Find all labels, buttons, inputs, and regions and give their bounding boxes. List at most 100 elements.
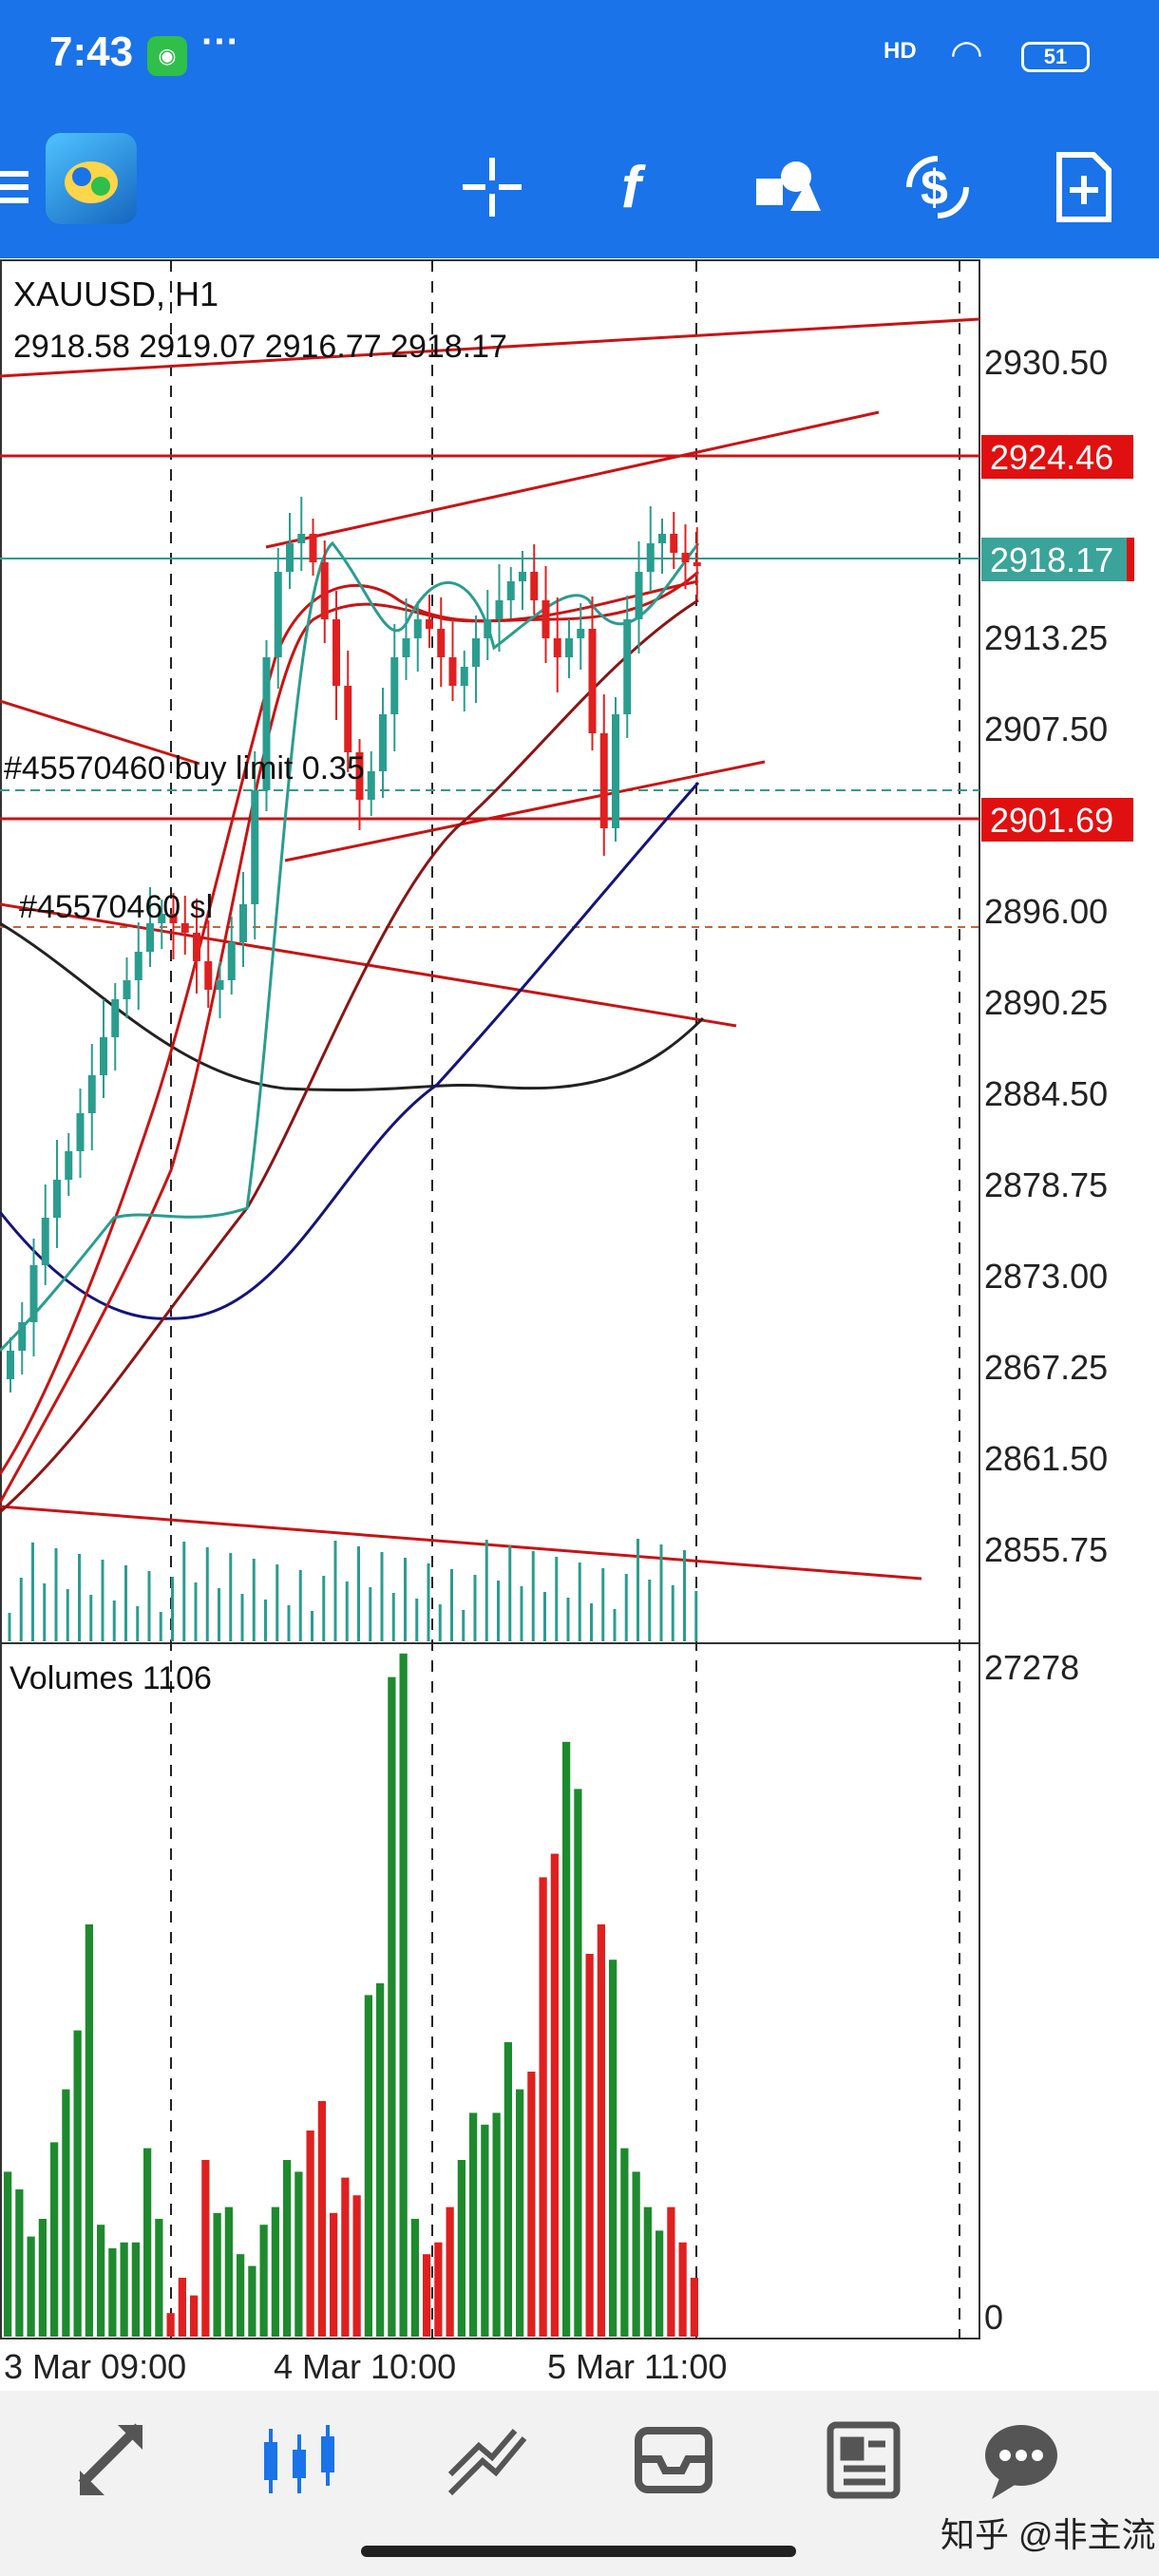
candle-body[interactable] — [204, 961, 213, 990]
candle-body[interactable] — [41, 1218, 49, 1265]
candle-body[interactable] — [635, 572, 643, 619]
candle-body[interactable] — [87, 1075, 96, 1113]
volume-bar[interactable] — [388, 1676, 396, 2337]
candle-body[interactable] — [426, 619, 433, 629]
candle-body[interactable] — [519, 572, 526, 581]
price-chart[interactable]: XAUUSD, H1 2918.58 2919.07 2916.77 2918.… — [0, 258, 1159, 2391]
volume-bar[interactable] — [50, 2142, 59, 2337]
volume-bar[interactable] — [38, 2219, 47, 2337]
volume-bar[interactable] — [585, 1954, 594, 2337]
new-order-icon[interactable] — [1041, 144, 1127, 230]
candle-body[interactable] — [553, 638, 561, 657]
volume-bar[interactable] — [504, 2042, 512, 2337]
candle-body[interactable] — [158, 914, 166, 923]
candle-body[interactable] — [681, 553, 690, 562]
app-logo-icon[interactable] — [46, 133, 137, 224]
volume-bar[interactable] — [516, 2089, 524, 2337]
candle-body[interactable] — [18, 1322, 27, 1351]
volume-bar[interactable] — [306, 2131, 314, 2337]
volume-bar[interactable] — [399, 1653, 408, 2337]
candle-body[interactable] — [216, 980, 224, 990]
volume-bar[interactable] — [259, 2225, 268, 2337]
volume-bar[interactable] — [656, 2230, 664, 2337]
volume-bar[interactable] — [143, 2148, 152, 2337]
news-icon[interactable] — [819, 2417, 904, 2503]
chart-area[interactable]: XAUUSD, H1 2918.58 2919.07 2916.77 2918.… — [0, 258, 1159, 2391]
home-indicator[interactable] — [361, 2546, 796, 2557]
volume-bar[interactable] — [155, 2219, 163, 2337]
candle-body[interactable] — [297, 534, 306, 543]
volume-bar[interactable] — [248, 2265, 256, 2337]
volume-bar[interactable] — [341, 2177, 350, 2337]
volume-bar[interactable] — [550, 1853, 559, 2337]
candle-body[interactable] — [53, 1180, 61, 1218]
candle-body[interactable] — [146, 923, 154, 952]
volume-bar[interactable] — [120, 2242, 128, 2337]
volume-bar[interactable] — [352, 2195, 361, 2337]
candle-body[interactable] — [251, 790, 259, 904]
volume-bar[interactable] — [73, 2030, 82, 2337]
messages-icon[interactable] — [978, 2417, 1064, 2503]
candle-body[interactable] — [286, 543, 294, 572]
candle-body[interactable] — [542, 600, 550, 638]
volume-bar[interactable] — [597, 1924, 605, 2337]
volume-bar[interactable] — [609, 1960, 618, 2337]
volume-bar[interactable] — [562, 1741, 571, 2337]
volume-bar[interactable] — [271, 2207, 279, 2337]
candle-body[interactable] — [379, 714, 387, 771]
volume-bar[interactable] — [283, 2160, 292, 2337]
volume-bar[interactable] — [131, 2242, 140, 2337]
history-icon[interactable] — [631, 2417, 716, 2503]
candle-body[interactable] — [7, 1351, 14, 1379]
volume-bar[interactable] — [27, 2236, 35, 2337]
volume-bar[interactable] — [97, 2225, 105, 2337]
candle-body[interactable] — [472, 638, 480, 667]
candle-body[interactable] — [344, 686, 352, 752]
volume-bar[interactable] — [213, 2212, 221, 2337]
candle-body[interactable] — [367, 771, 375, 800]
candle-body[interactable] — [123, 980, 131, 999]
candle-body[interactable] — [169, 914, 178, 923]
candle-body[interactable] — [332, 619, 340, 686]
quotes-icon[interactable] — [72, 2417, 158, 2503]
candle-body[interactable] — [134, 952, 142, 980]
chart-icon[interactable] — [256, 2417, 342, 2503]
volume-bar[interactable] — [62, 2089, 70, 2337]
candle-body[interactable] — [577, 629, 585, 638]
volume-bar[interactable] — [574, 1789, 582, 2337]
candle-body[interactable] — [612, 714, 619, 828]
volume-bar[interactable] — [294, 2171, 303, 2337]
candle-body[interactable] — [65, 1151, 73, 1180]
volume-bar[interactable] — [237, 2254, 245, 2337]
candle-body[interactable] — [693, 562, 701, 566]
candle-body[interactable] — [274, 572, 282, 657]
candlesticks[interactable] — [7, 497, 701, 1392]
volume-bar[interactable] — [330, 2212, 338, 2337]
volume-bar[interactable] — [423, 2254, 431, 2337]
volume-bar[interactable] — [667, 2207, 675, 2337]
volume-bar[interactable] — [620, 2148, 629, 2337]
candle-body[interactable] — [506, 581, 515, 600]
candle-body[interactable] — [530, 572, 539, 600]
volume-bar[interactable] — [434, 2242, 443, 2337]
candle-body[interactable] — [670, 534, 678, 553]
volume-bars[interactable] — [4, 1653, 698, 2337]
candle-body[interactable] — [565, 638, 573, 657]
candle-body[interactable] — [437, 629, 446, 657]
volume-bar[interactable] — [201, 2160, 210, 2337]
volume-bar[interactable] — [690, 2278, 698, 2337]
candle-body[interactable] — [76, 1113, 85, 1151]
volume-bar[interactable] — [410, 2219, 419, 2337]
candle-body[interactable] — [355, 752, 364, 800]
function-icon[interactable]: f — [597, 144, 682, 230]
volume-bar[interactable] — [224, 2207, 233, 2337]
candle-body[interactable] — [495, 600, 504, 619]
candle-body[interactable] — [100, 1037, 107, 1075]
candle-body[interactable] — [239, 904, 247, 942]
candle-body[interactable] — [448, 657, 457, 686]
volume-bar[interactable] — [446, 2207, 454, 2337]
candle-body[interactable] — [309, 534, 317, 562]
volume-bar[interactable] — [539, 1877, 547, 2337]
volume-bar[interactable] — [364, 1995, 372, 2337]
volume-bar[interactable] — [481, 2124, 489, 2337]
